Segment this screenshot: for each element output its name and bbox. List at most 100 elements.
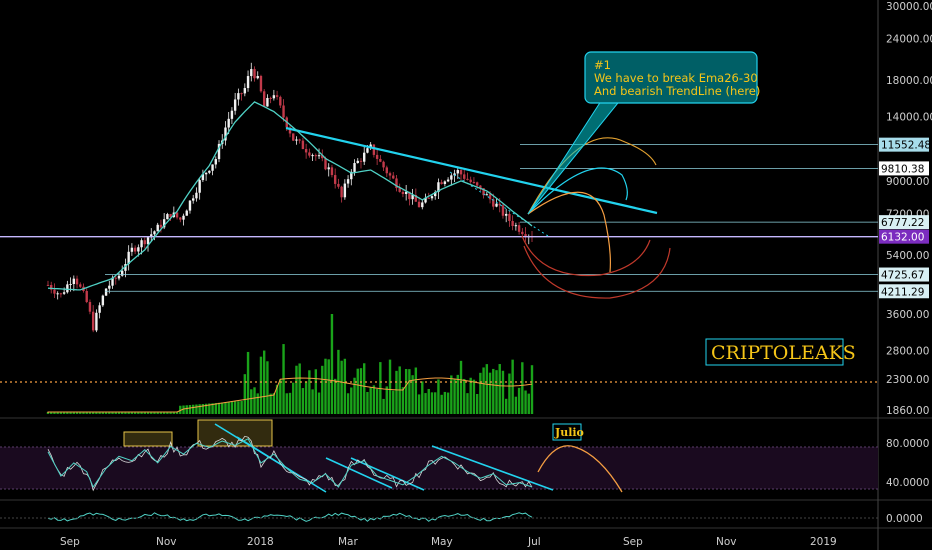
candle-body: [75, 278, 79, 285]
osc-tick-label: 0.0000: [886, 513, 923, 525]
volume-bar: [414, 367, 418, 414]
candle-body: [511, 220, 514, 226]
candle-body: [346, 179, 350, 184]
candle-body: [59, 293, 63, 295]
candle-body: [130, 247, 134, 252]
volume-bar: [62, 412, 66, 414]
volume-bar: [150, 412, 153, 414]
volume-bar: [169, 412, 172, 414]
candle-body: [301, 140, 305, 150]
annotation-pointer: [527, 97, 624, 215]
price-tag-label: 4211.29: [881, 286, 924, 298]
price-tag-label: 9810.38: [881, 163, 924, 175]
candle-body: [46, 284, 50, 286]
candle-body: [495, 203, 498, 207]
price-tick-label: 3600.00: [886, 309, 929, 321]
candle-body: [408, 191, 411, 200]
volume-bar: [517, 387, 521, 414]
volume-bar: [201, 404, 205, 414]
volume-bar: [143, 412, 146, 414]
candle-body: [237, 93, 240, 100]
rsi-trendline: [350, 457, 425, 491]
volume-bar: [372, 385, 376, 414]
candle-body: [72, 278, 76, 285]
volume-bar: [456, 374, 459, 414]
volume-bar: [459, 360, 463, 414]
volume-bar: [501, 370, 505, 414]
candle-body: [388, 173, 392, 176]
annotation-box: [584, 51, 758, 104]
volume-bar: [140, 412, 143, 414]
candle-body: [330, 167, 334, 176]
volume-bar: [111, 412, 114, 414]
candle-body: [98, 305, 101, 313]
candle-body: [211, 164, 214, 171]
watermark-text: CRIPTOLEAKS: [711, 342, 856, 364]
candle-body: [421, 202, 424, 208]
candle-body: [524, 234, 527, 238]
volume-bar: [75, 412, 79, 414]
candle-body: [262, 91, 266, 107]
volume-bar: [250, 389, 253, 414]
candle-body: [292, 133, 295, 141]
volume-bar: [417, 394, 421, 414]
candle-body: [140, 240, 143, 248]
candle-body: [95, 312, 98, 331]
volume-bar: [56, 412, 59, 414]
projection-arc-cyan: [527, 167, 628, 215]
volume-bar: [256, 393, 259, 414]
candle-body: [53, 289, 56, 294]
candle-body: [488, 194, 492, 200]
candle-body: [517, 225, 521, 232]
candle-body: [479, 185, 482, 189]
candle-body: [295, 139, 298, 141]
volume-bar: [121, 412, 124, 414]
rsi-band: [0, 447, 878, 489]
julio-box: [552, 423, 582, 441]
volume-bars: [0, 314, 878, 414]
volume-bar: [327, 359, 330, 414]
candle-body: [508, 213, 511, 221]
volume-bar: [259, 356, 263, 414]
candle-body: [514, 225, 518, 227]
volume-bar: [114, 412, 117, 414]
volume-bar: [295, 365, 298, 414]
volume-bar: [50, 412, 53, 414]
volume-bar: [482, 367, 485, 414]
candle-body: [233, 99, 237, 111]
price-tag-box: [879, 229, 929, 244]
volume-bar: [124, 412, 127, 414]
candle-body: [321, 155, 324, 159]
volume-bar: [453, 378, 456, 414]
time-tick-label: Sep: [623, 536, 643, 548]
volume-bar: [275, 384, 279, 414]
candle-body: [492, 199, 495, 207]
candle-body: [101, 295, 105, 306]
volume-bar: [272, 393, 276, 414]
time-tick-label: Nov: [716, 536, 737, 548]
volume-bar: [185, 405, 188, 414]
candle-body: [317, 155, 321, 157]
volume-bar: [292, 382, 295, 414]
candle-body: [504, 213, 508, 216]
volume-bar: [108, 412, 111, 414]
candle-body: [411, 195, 414, 200]
candle-body: [282, 105, 285, 118]
time-tick-label: May: [431, 536, 453, 548]
candle-body: [182, 215, 185, 220]
volume-bar: [314, 369, 318, 414]
volume-bar: [385, 386, 388, 414]
volume-bar: [175, 412, 179, 414]
volume-bar: [485, 364, 489, 414]
volume-bar: [446, 392, 450, 414]
volume-bar: [304, 381, 308, 414]
volume-bar: [424, 393, 427, 414]
candle-body: [240, 93, 243, 95]
candle-body: [259, 76, 263, 92]
price-tag-label: 4725.67: [881, 270, 924, 282]
candle-body: [395, 178, 398, 189]
time-tick-label: Mar: [338, 536, 358, 548]
candle-body: [472, 182, 476, 184]
volume-bar: [427, 388, 430, 414]
volume-bar: [198, 404, 201, 414]
